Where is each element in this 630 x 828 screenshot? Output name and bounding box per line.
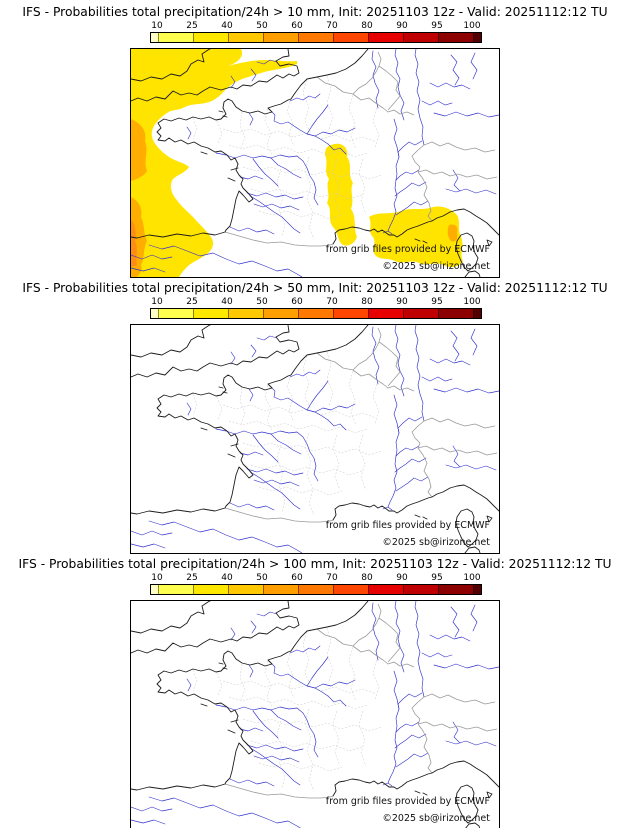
attribution-copyright: ©2025 sb@irizone.net: [382, 537, 490, 548]
colorbar-tick-label: 95: [431, 297, 443, 307]
attribution-ecmwf: from grib files provided by ECMWF: [325, 796, 490, 807]
colorbar-segment: [193, 309, 228, 318]
colorbar-bar: [150, 32, 482, 43]
colorbar-ticks: 10 25 40 50 60 70 80 90 95 100: [150, 21, 480, 32]
forecast-panel-10mm: IFS - Probabilities total precipitation/…: [0, 0, 630, 278]
colorbar-tick-label: 40: [221, 21, 233, 31]
colorbar-tick-label: 25: [186, 297, 198, 307]
colorbar-tick-label: 25: [186, 21, 198, 31]
colorbar-segment: [368, 309, 403, 318]
colorbar-segment: [193, 585, 228, 594]
colorbar-segment: [151, 309, 158, 318]
colorbar-tick-label: 70: [326, 297, 338, 307]
colorbar-segment: [333, 309, 368, 318]
precip-overlay: [131, 49, 463, 277]
colorbar-tick-label: 40: [221, 297, 233, 307]
colorbar-segment: [403, 309, 438, 318]
map-wrap: from grib files provided by ECMWF ©2025 …: [130, 48, 500, 278]
colorbar-tick-label: 90: [396, 297, 408, 307]
colorbar-segment: [473, 33, 481, 42]
colorbar-segment: [151, 33, 158, 42]
colorbar-tick-label: 60: [291, 297, 303, 307]
colorbar-segment: [158, 309, 193, 318]
colorbar-tick-label: 50: [256, 21, 268, 31]
france-map-svg: [131, 325, 499, 553]
colorbar-segment: [158, 33, 193, 42]
colorbar-segment: [263, 33, 298, 42]
colorbar-bar: [150, 584, 482, 595]
colorbar-segment: [333, 33, 368, 42]
colorbar-segment: [438, 585, 473, 594]
colorbar-tick-label: 50: [256, 297, 268, 307]
forecast-panel-100mm: IFS - Probabilities total precipitation/…: [0, 552, 630, 828]
france-map-svg: [131, 601, 499, 828]
attribution-copyright: ©2025 sb@irizone.net: [382, 261, 490, 272]
colorbar-segment: [438, 309, 473, 318]
colorbar-tick-label: 10: [151, 21, 163, 31]
colorbar-segment: [438, 33, 473, 42]
map-frame: from grib files provided by ECMWF ©2025 …: [130, 48, 500, 278]
colorbar-tick-label: 25: [186, 573, 198, 583]
panel-title: IFS - Probabilities total precipitation/…: [22, 5, 608, 19]
colorbar-tick-label: 90: [396, 21, 408, 31]
colorbar-tick-label: 40: [221, 573, 233, 583]
colorbar-tick-label: 80: [361, 297, 373, 307]
colorbar-segment: [473, 585, 481, 594]
colorbar-tick-label: 70: [326, 21, 338, 31]
colorbar-segment: [193, 33, 228, 42]
colorbar: 10 25 40 50 60 70 80 90 95 100: [150, 21, 482, 43]
colorbar: 10 25 40 50 60 70 80 90 95 100: [150, 573, 482, 595]
colorbar-tick-label: 80: [361, 21, 373, 31]
colorbar-tick-label: 100: [463, 573, 481, 583]
basemap-use: [131, 325, 499, 553]
panel-title: IFS - Probabilities total precipitation/…: [22, 281, 608, 295]
colorbar-segment: [298, 33, 333, 42]
colorbar-segment: [403, 585, 438, 594]
colorbar-segment: [151, 585, 158, 594]
colorbar-segment: [263, 309, 298, 318]
map-frame: from grib files provided by ECMWF ©2025 …: [130, 600, 500, 828]
colorbar-segment: [368, 33, 403, 42]
colorbar-segment: [333, 585, 368, 594]
colorbar-tick-label: 95: [431, 21, 443, 31]
colorbar-tick-label: 60: [291, 573, 303, 583]
colorbar-segment: [158, 585, 193, 594]
colorbar-segment: [228, 585, 263, 594]
attribution-copyright: ©2025 sb@irizone.net: [382, 813, 490, 824]
colorbar-segment: [473, 309, 481, 318]
panel-title: IFS - Probabilities total precipitation/…: [18, 557, 612, 571]
colorbar-tick-label: 10: [151, 297, 163, 307]
colorbar-tick-label: 80: [361, 573, 373, 583]
colorbar-tick-label: 95: [431, 573, 443, 583]
colorbar-segment: [298, 309, 333, 318]
colorbar-segment: [263, 585, 298, 594]
colorbar-segment: [403, 33, 438, 42]
colorbar: 10 25 40 50 60 70 80 90 95 100: [150, 297, 482, 319]
colorbar-bar: [150, 308, 482, 319]
map-wrap: from grib files provided by ECMWF ©2025 …: [130, 324, 500, 554]
colorbar-segment: [368, 585, 403, 594]
colorbar-segment: [298, 585, 333, 594]
colorbar-tick-label: 50: [256, 573, 268, 583]
colorbar-segment: [228, 33, 263, 42]
basemap-use: [131, 601, 499, 828]
colorbar-tick-label: 100: [463, 297, 481, 307]
colorbar-tick-label: 60: [291, 21, 303, 31]
map-frame: from grib files provided by ECMWF ©2025 …: [130, 324, 500, 554]
map-wrap: from grib files provided by ECMWF ©2025 …: [130, 600, 500, 828]
forecast-panel-50mm: IFS - Probabilities total precipitation/…: [0, 276, 630, 554]
colorbar-tick-label: 90: [396, 573, 408, 583]
colorbar-tick-label: 70: [326, 573, 338, 583]
attribution-ecmwf: from grib files provided by ECMWF: [325, 244, 490, 255]
france-map-svg: [131, 49, 499, 277]
colorbar-tick-label: 100: [463, 21, 481, 31]
attribution-ecmwf: from grib files provided by ECMWF: [325, 520, 490, 531]
colorbar-ticks: 10 25 40 50 60 70 80 90 95 100: [150, 573, 480, 584]
colorbar-tick-label: 10: [151, 573, 163, 583]
colorbar-segment: [228, 309, 263, 318]
colorbar-ticks: 10 25 40 50 60 70 80 90 95 100: [150, 297, 480, 308]
